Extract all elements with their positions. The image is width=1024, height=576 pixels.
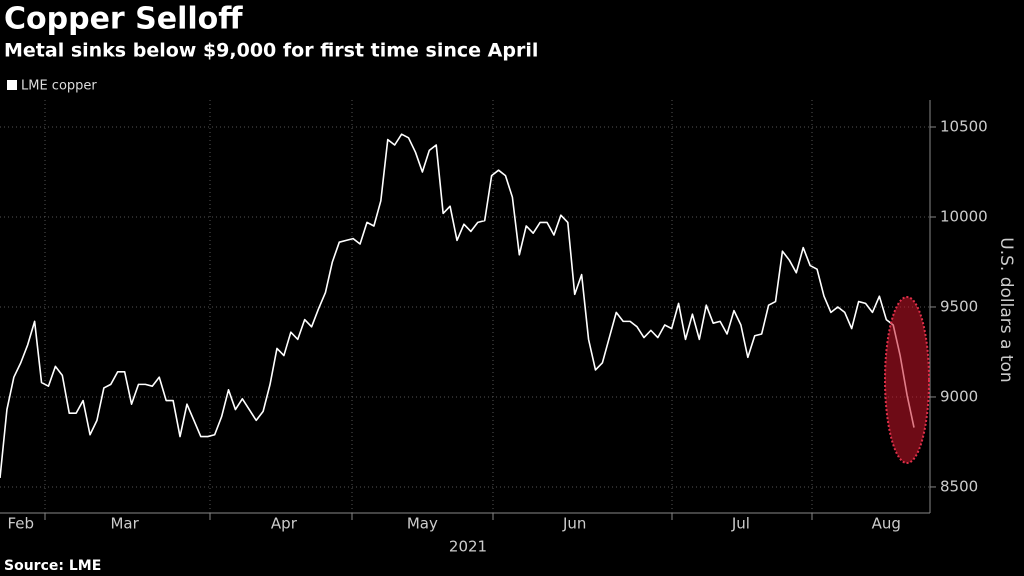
y-axis-label: U.S. dollars a ton <box>996 237 1016 382</box>
y-tick-label: 10000 <box>940 207 988 225</box>
x-tick-label: Apr <box>271 515 298 533</box>
highlight-ellipse <box>884 296 930 464</box>
source: Source: LME <box>4 558 101 574</box>
y-tick-label: 9000 <box>940 387 978 405</box>
chart-title: Copper Selloff <box>4 2 243 37</box>
data-line <box>0 133 915 479</box>
y-tick-label: 10500 <box>940 117 988 135</box>
plot-area: 8500 9000 9500 10000 10500 Feb Mar Apr May Jun Jul… <box>0 100 988 533</box>
x-tick-label: Jul <box>731 515 750 533</box>
y-tick-label: 9500 <box>940 297 978 315</box>
x-tick-label: Jun <box>562 515 586 533</box>
legend-label: LME copper <box>21 79 97 94</box>
chart-subtitle: Metal sinks below $9,000 for first time … <box>4 40 538 62</box>
x-tick-label: Feb <box>7 515 34 533</box>
y-tick-label: 8500 <box>940 477 978 495</box>
x-tick-label: Aug <box>872 515 901 533</box>
x-tick-label: May <box>407 515 438 533</box>
x-tick-label: Mar <box>110 515 139 533</box>
year-label: 2021 <box>449 538 487 556</box>
legend-swatch <box>7 80 17 90</box>
